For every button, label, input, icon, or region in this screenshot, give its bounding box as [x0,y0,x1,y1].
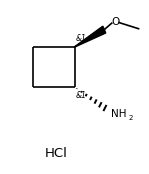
Text: NH: NH [111,109,127,119]
Text: 2: 2 [128,115,132,121]
Text: HCl: HCl [45,148,68,160]
Polygon shape [74,26,106,47]
Text: &1: &1 [76,34,87,43]
Text: O: O [111,17,120,27]
Text: &1: &1 [76,91,87,100]
